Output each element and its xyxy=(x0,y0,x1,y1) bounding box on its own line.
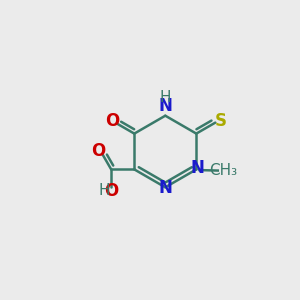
Text: O: O xyxy=(104,182,119,200)
Text: N: N xyxy=(190,159,204,177)
Text: CH₃: CH₃ xyxy=(209,163,237,178)
Text: H: H xyxy=(99,183,110,198)
Text: O: O xyxy=(91,142,105,160)
Text: H: H xyxy=(159,90,171,105)
Text: N: N xyxy=(159,179,173,197)
Text: O: O xyxy=(105,112,119,130)
Text: S: S xyxy=(214,112,226,130)
Text: N: N xyxy=(158,97,172,115)
